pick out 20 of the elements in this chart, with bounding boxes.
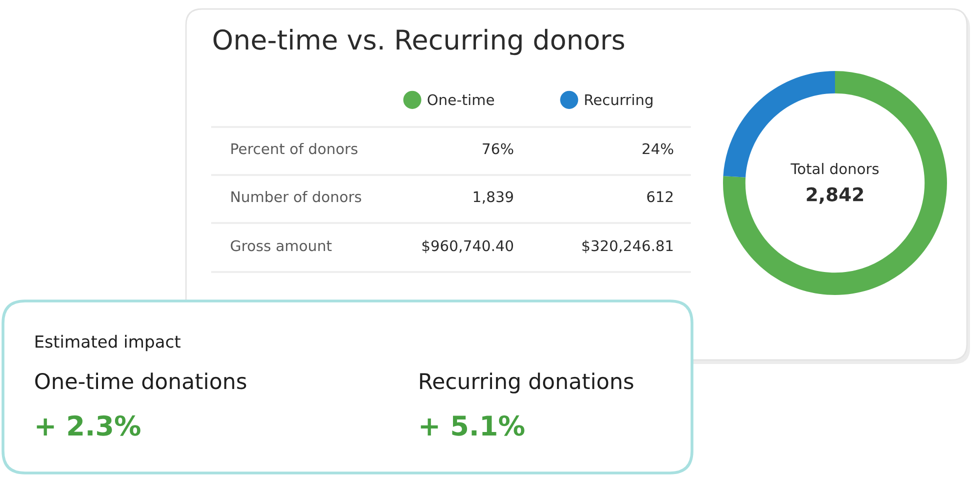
legend-label: Recurring bbox=[585, 94, 652, 108]
text: $320,246.81 bbox=[582, 240, 673, 254]
text: Estimated impact bbox=[36, 334, 180, 352]
chart-title: One-time vs. Recurring donors bbox=[214, 28, 624, 56]
donut-slice bbox=[723, 71, 947, 295]
text: One-time donations bbox=[35, 372, 246, 390]
text: 612 bbox=[647, 191, 673, 202]
text: + 2.3% bbox=[36, 415, 140, 436]
text: Gross amount bbox=[230, 240, 332, 252]
text: + 5.1% bbox=[420, 415, 524, 436]
text: 1,839 bbox=[474, 191, 513, 204]
text: 24% bbox=[642, 143, 674, 154]
text: Recurring donations bbox=[420, 372, 634, 394]
text: $960,740.40 bbox=[422, 240, 514, 254]
text: Total donors bbox=[790, 162, 879, 174]
text: 76% bbox=[482, 143, 514, 154]
text: 2,842 bbox=[806, 187, 864, 204]
text: Number of donors bbox=[231, 190, 362, 202]
legend-label: One-time bbox=[428, 94, 494, 106]
text: Percent of donors bbox=[231, 142, 358, 154]
